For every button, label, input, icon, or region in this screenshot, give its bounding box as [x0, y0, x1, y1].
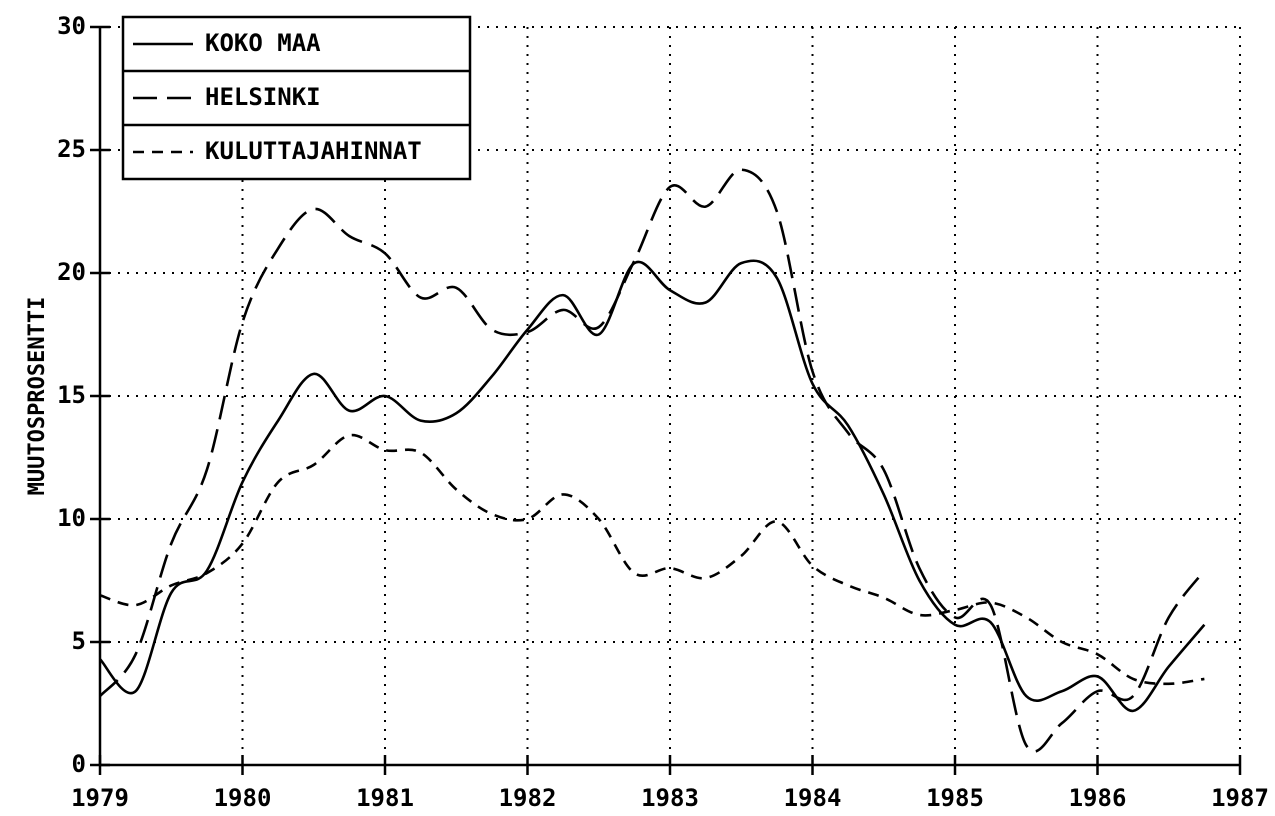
x-tick-label: 1979: [71, 784, 129, 812]
series-line: [99, 433, 1205, 686]
x-tick-label: 1985: [926, 784, 984, 812]
y-tick-label: 20: [57, 258, 86, 286]
y-tick-label: 10: [57, 504, 86, 532]
x-tick-label: 1984: [784, 784, 842, 812]
x-tick-label: 1981: [356, 784, 414, 812]
series-line: [99, 259, 1206, 713]
legend-label: HELSINKI: [205, 83, 321, 111]
y-tick-label: 5: [72, 627, 86, 655]
legend-label: KOKO MAA: [205, 29, 321, 57]
x-tick-label: 1980: [214, 784, 272, 812]
x-tick-label: 1987: [1211, 784, 1269, 812]
y-tick-label: 0: [72, 750, 86, 778]
x-tick-label: 1986: [1069, 784, 1127, 812]
x-tick-label: 1983: [641, 784, 699, 812]
y-axis-label: MUUTOSPROSENTTI: [25, 297, 50, 496]
y-tick-label: 25: [57, 135, 86, 163]
x-tick-label: 1982: [499, 784, 557, 812]
legend-label: KULUTTAJAHINNAT: [205, 137, 422, 165]
series-line: [99, 168, 1206, 753]
y-tick-label: 15: [57, 381, 86, 409]
y-tick-label: 30: [57, 12, 86, 40]
